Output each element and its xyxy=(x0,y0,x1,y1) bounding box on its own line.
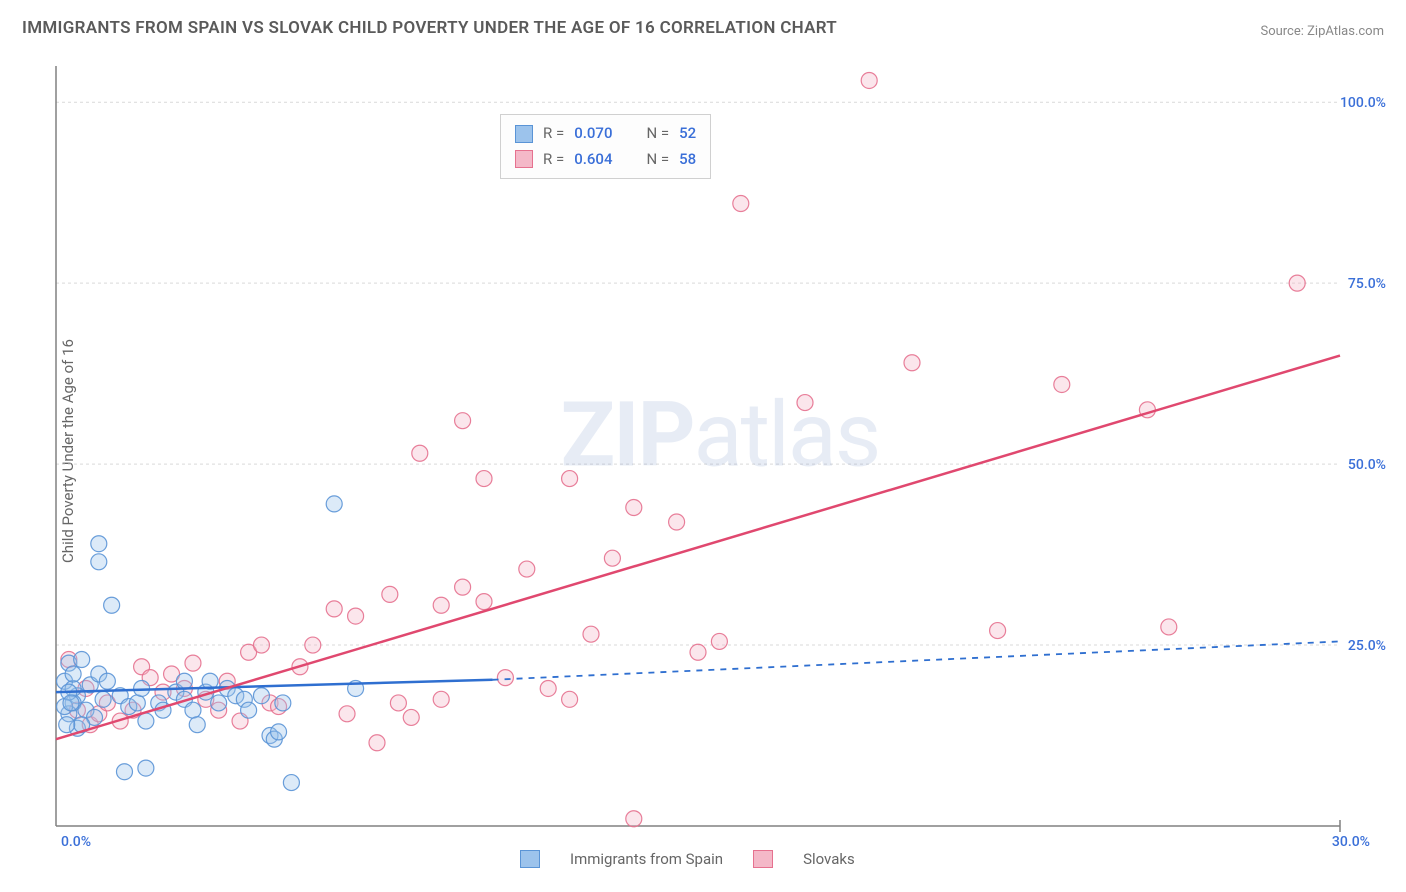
bottom-legend: Immigrants from Spain Slovaks xyxy=(520,850,855,868)
N-label: N = xyxy=(646,121,669,147)
source-name: ZipAtlas.com xyxy=(1307,24,1384,39)
N-value-spain: 52 xyxy=(679,121,696,147)
source-label: Source: xyxy=(1260,24,1307,39)
chart-area: Child Poverty Under the Age of 16 25.0%5… xyxy=(50,56,1390,846)
legend-swatch-slovaks xyxy=(753,850,773,868)
correlation-stats-box: R = 0.070 N = 52 R = 0.604 N = 58 xyxy=(500,114,711,179)
svg-text:0.0%: 0.0% xyxy=(61,834,91,846)
legend-swatch-spain xyxy=(520,850,540,868)
R-value-slovaks: 0.604 xyxy=(574,147,612,173)
R-value-spain: 0.070 xyxy=(574,121,612,147)
N-label-2: N = xyxy=(646,147,669,173)
svg-text:50.0%: 50.0% xyxy=(1348,457,1386,473)
svg-text:25.0%: 25.0% xyxy=(1348,638,1386,654)
swatch-spain xyxy=(515,125,533,143)
svg-text:75.0%: 75.0% xyxy=(1348,276,1386,292)
R-label: R = xyxy=(543,121,564,147)
swatch-slovaks xyxy=(515,150,533,168)
legend-label-spain: Immigrants from Spain xyxy=(570,850,723,868)
chart-title: IMMIGRANTS FROM SPAIN VS SLOVAK CHILD PO… xyxy=(22,18,837,38)
legend-label-slovaks: Slovaks xyxy=(803,850,855,868)
gridlines xyxy=(56,102,1340,645)
N-value-slovaks: 58 xyxy=(679,147,696,173)
trendlines xyxy=(56,356,1340,740)
R-label-2: R = xyxy=(543,147,564,173)
svg-text:100.0%: 100.0% xyxy=(1340,95,1386,111)
stats-row-slovaks: R = 0.604 N = 58 xyxy=(515,147,696,173)
stats-row-spain: R = 0.070 N = 52 xyxy=(515,121,696,147)
source-attribution: Source: ZipAtlas.com xyxy=(1260,24,1384,39)
svg-text:30.0%: 30.0% xyxy=(1332,834,1370,846)
scatter-plot: 25.0% 50.0% 75.0% 100.0% 0.0% 30.0% xyxy=(50,56,1390,846)
tick-labels: 25.0% 50.0% 75.0% 100.0% 0.0% 30.0% xyxy=(61,95,1386,846)
